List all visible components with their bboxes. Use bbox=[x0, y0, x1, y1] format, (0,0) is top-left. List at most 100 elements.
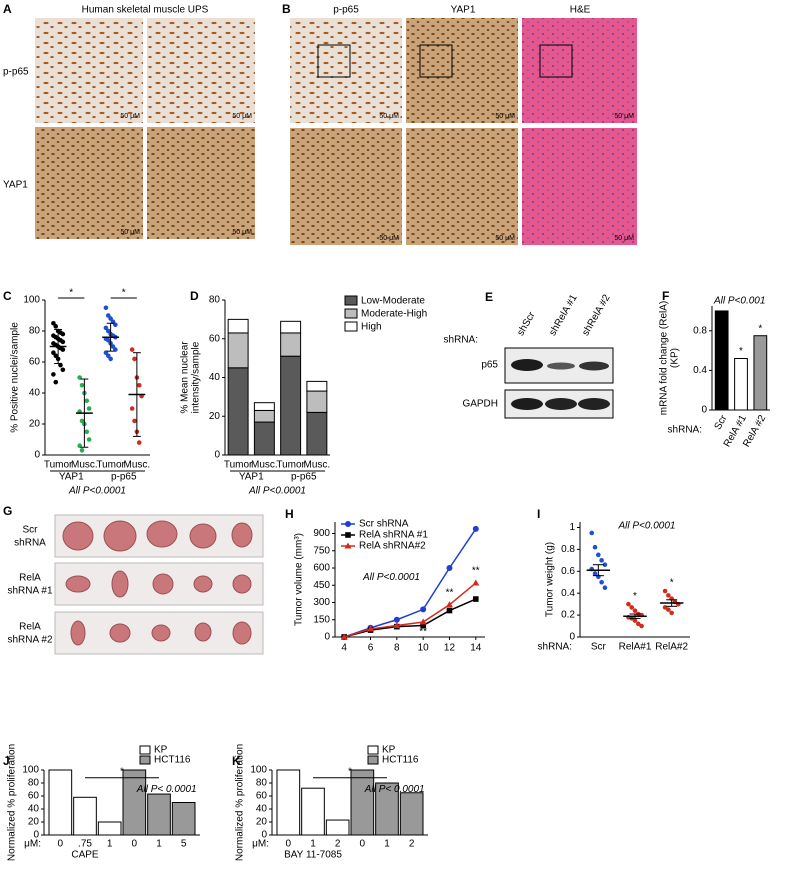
row-label: shRNA bbox=[14, 538, 46, 549]
lane-label: shRelA #1 bbox=[547, 292, 580, 337]
row-label: p-p65 bbox=[3, 67, 29, 78]
bar bbox=[122, 769, 147, 836]
x-tick-label: 0 bbox=[286, 839, 292, 850]
significance: * bbox=[739, 346, 743, 357]
data-point bbox=[60, 331, 66, 337]
significance: ** bbox=[419, 627, 427, 638]
panel-letter: J bbox=[3, 754, 10, 768]
bar-segment bbox=[227, 367, 249, 456]
micrograph bbox=[147, 127, 255, 239]
micrograph bbox=[522, 18, 637, 123]
marker bbox=[344, 542, 352, 549]
micrograph bbox=[35, 18, 143, 123]
data-point bbox=[132, 356, 137, 362]
y-tick-label: 40 bbox=[256, 804, 268, 815]
data-point bbox=[592, 571, 598, 576]
band bbox=[578, 398, 610, 410]
y-tick-label: 0 bbox=[33, 830, 39, 841]
bar-segment bbox=[227, 318, 249, 334]
y-tick-label: 80 bbox=[256, 778, 268, 789]
group-label: YAP1 bbox=[239, 472, 264, 483]
bar bbox=[375, 782, 399, 836]
legend-label: HCT116 bbox=[382, 755, 419, 766]
column-label: H&E bbox=[570, 5, 591, 16]
x-tick-label: RelA#1 bbox=[619, 642, 652, 653]
marker bbox=[472, 596, 479, 602]
significance: * bbox=[670, 578, 674, 589]
y-axis-label: Tumor volume (mm³) bbox=[294, 533, 305, 626]
marker bbox=[472, 525, 479, 532]
panel-title: Human skeletal muscle UPS bbox=[82, 5, 209, 16]
legend-label: KP bbox=[154, 745, 168, 756]
group-label: p-p65 bbox=[291, 472, 317, 483]
y-tick-label: 900 bbox=[313, 528, 330, 539]
scale-bar: 50 μM bbox=[232, 113, 252, 120]
x-prefix: μM: bbox=[24, 839, 41, 850]
legend-swatch bbox=[139, 745, 151, 755]
band bbox=[545, 398, 577, 410]
data-point bbox=[129, 347, 135, 352]
x-tick-label: 1 bbox=[156, 839, 162, 850]
y-axis-label: % Mean nuclear bbox=[180, 341, 191, 414]
x-axis-label: CAPE bbox=[71, 850, 99, 861]
tumors bbox=[62, 520, 253, 646]
scale-bar: 50 μM bbox=[120, 229, 140, 236]
legend-swatch bbox=[344, 321, 358, 332]
legend-swatch bbox=[367, 755, 379, 765]
group-label: p-p65 bbox=[111, 472, 137, 483]
y-tick-label: 80 bbox=[29, 326, 41, 337]
bar-segment bbox=[306, 390, 328, 413]
x-tick-label: Scr bbox=[713, 413, 730, 432]
significance: * bbox=[758, 323, 762, 334]
column-label: YAP1 bbox=[451, 5, 476, 16]
panel-letter: B bbox=[282, 2, 291, 16]
y-tick-label: 0.8 bbox=[693, 325, 707, 336]
note: All P<0.0001 bbox=[618, 521, 676, 532]
micrograph bbox=[290, 18, 402, 123]
bar-segment bbox=[227, 332, 249, 369]
data-point bbox=[108, 356, 113, 362]
data-point bbox=[666, 607, 671, 612]
legend-swatch bbox=[344, 308, 358, 319]
band bbox=[547, 362, 575, 370]
micrograph bbox=[406, 128, 518, 245]
data-point bbox=[669, 610, 674, 616]
panel-letter: E bbox=[485, 290, 493, 304]
x-tick-label: 6 bbox=[368, 643, 374, 654]
scale-bar: 50 μM bbox=[495, 235, 515, 242]
bar bbox=[734, 357, 748, 411]
y-axis-label: intensity/sample bbox=[191, 341, 202, 413]
panel-letter: A bbox=[3, 2, 12, 16]
bar bbox=[48, 769, 73, 836]
data-point bbox=[636, 621, 641, 627]
inset-box bbox=[317, 44, 351, 78]
band bbox=[579, 361, 609, 371]
significance: ** bbox=[446, 587, 454, 598]
data-point bbox=[60, 347, 66, 352]
data-point bbox=[626, 601, 631, 607]
y-axis-label: Normalized % proliferation bbox=[235, 744, 246, 861]
y-tick-label: 20 bbox=[256, 817, 268, 828]
bar bbox=[147, 793, 171, 836]
legend-swatch bbox=[139, 755, 151, 765]
bar bbox=[171, 802, 196, 836]
y-tick-label: 0.8 bbox=[561, 544, 575, 555]
y-tick-label: 1 bbox=[569, 522, 575, 533]
inset-box bbox=[419, 44, 453, 78]
y-tick-label: 60 bbox=[28, 791, 40, 802]
x-tick-label: 1 bbox=[310, 839, 316, 850]
x-tick-label: Tumor bbox=[224, 460, 253, 471]
x-tick-label: 14 bbox=[470, 643, 482, 654]
legend-swatch bbox=[367, 745, 379, 755]
legend-swatch bbox=[344, 295, 358, 306]
panel-letter: H bbox=[285, 507, 294, 521]
lane-label: shScr bbox=[515, 310, 538, 338]
band-label: GAPDH bbox=[462, 399, 498, 410]
y-tick-label: 100 bbox=[22, 765, 39, 776]
y-tick-label: 80 bbox=[28, 778, 40, 789]
marker bbox=[446, 607, 453, 614]
y-tick-label: 0 bbox=[214, 450, 220, 461]
significance: * bbox=[120, 766, 124, 777]
data-point bbox=[79, 448, 85, 453]
note: All P<0.0001 bbox=[248, 486, 306, 497]
